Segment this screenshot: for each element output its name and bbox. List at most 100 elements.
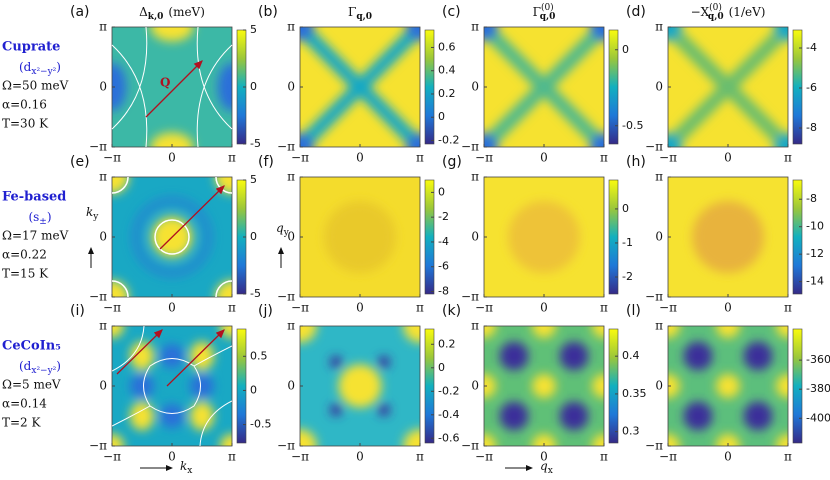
panel-label: (j) — [258, 303, 273, 319]
feature — [150, 132, 194, 147]
title-symbol: Δ — [139, 5, 148, 19]
colorbar — [792, 179, 803, 295]
feature — [692, 201, 764, 273]
heatmap-base — [112, 27, 232, 147]
axis-sub: x — [548, 466, 553, 476]
colorbar-tick-label: -12 — [806, 247, 824, 260]
x-tick-label: −π — [659, 450, 677, 464]
symmetry: (s±) — [28, 210, 51, 227]
x-tick-label: 0 — [724, 301, 732, 315]
heatmap-features — [668, 27, 788, 147]
colorbar-tick-label: 0 — [250, 383, 257, 396]
feature — [324, 201, 396, 273]
feature — [668, 133, 682, 147]
feature — [743, 341, 773, 371]
x-tick-label: 0 — [168, 450, 176, 464]
feature — [499, 401, 529, 431]
y-tick-label: 0 — [655, 230, 663, 244]
heatmap — [112, 27, 232, 147]
feature — [300, 429, 317, 446]
x-tick-label: π — [416, 301, 424, 315]
feature — [300, 133, 314, 147]
colorbar-tick-label: 0.4 — [438, 64, 456, 77]
title-unit: (meV) — [168, 5, 205, 19]
y-tick-label: 0 — [99, 379, 107, 393]
axis-symbol: k — [86, 205, 93, 219]
colorbar-tick-label: 0 — [622, 43, 629, 56]
colorbar-tick-label: -360 — [806, 353, 830, 366]
y-tick-label: π — [99, 170, 107, 184]
colorbar-tick-label: 0.6 — [438, 40, 456, 53]
feature — [559, 341, 589, 371]
feature — [484, 326, 496, 338]
heatmap — [484, 177, 604, 297]
x-tick-label: 0 — [356, 301, 364, 315]
feature — [338, 364, 382, 408]
x-tick-label: π — [228, 301, 236, 315]
feature — [130, 374, 154, 398]
axis-label: ky — [86, 205, 99, 222]
x-tick-label: π — [416, 151, 424, 165]
x-tick-label: 0 — [540, 450, 548, 464]
feature — [300, 27, 420, 147]
colorbar — [424, 179, 435, 295]
panel-label: (d) — [626, 4, 646, 20]
panel-label: (e) — [70, 154, 90, 170]
y-tick-label: π — [471, 170, 479, 184]
feature — [160, 404, 184, 428]
material: Fe-based — [2, 190, 66, 205]
title-sub: q,0 — [540, 12, 556, 22]
colorbar-tick-label: -14 — [806, 275, 824, 288]
feature — [406, 133, 420, 147]
feature — [484, 133, 498, 147]
y-tick-label: π — [99, 20, 107, 34]
colorbar-tick-label: 0.4 — [622, 349, 640, 362]
x-tick-label: −π — [475, 151, 493, 165]
colorbar-tick-label: -0.5 — [250, 418, 271, 431]
y-tick-label: −π — [645, 140, 663, 154]
heatmap-features — [508, 201, 580, 273]
feature — [683, 341, 713, 371]
feature — [160, 344, 184, 368]
feature — [403, 429, 420, 446]
feature — [112, 63, 127, 111]
feature — [484, 434, 496, 446]
y-tick-label: −π — [277, 439, 295, 453]
feature — [743, 401, 773, 431]
x-tick-label: π — [784, 301, 792, 315]
axis-sub: y — [283, 228, 290, 238]
axis-label: kx — [180, 459, 192, 476]
title-sup: (0) — [709, 2, 722, 13]
y-tick-label: 0 — [655, 80, 663, 94]
y-tick-label: −π — [645, 439, 663, 453]
colorbar-tick-label: 0.5 — [250, 349, 268, 362]
colorbar-tick-label: -1 — [622, 236, 633, 249]
feature — [378, 404, 390, 416]
column-title: Δk,0 (meV) — [139, 5, 205, 22]
parameter: Ω=5 meV — [2, 378, 61, 392]
feature — [532, 326, 556, 338]
feature — [592, 326, 604, 338]
y-tick-label: 0 — [471, 230, 479, 244]
y-tick-label: π — [655, 20, 663, 34]
sym-prefix: (d — [19, 60, 32, 74]
y-tick-label: −π — [277, 290, 295, 304]
heatmap — [300, 177, 420, 297]
colorbar-tick-label: 0 — [250, 230, 257, 243]
sym-suffix: ) — [56, 359, 61, 373]
sym-sub: x²−y² — [31, 67, 56, 77]
y-tick-label: −π — [461, 439, 479, 453]
heatmap-features — [300, 326, 420, 446]
y-tick-label: 0 — [99, 230, 107, 244]
symmetry: (dx²−y²) — [19, 60, 61, 77]
feature — [190, 374, 214, 398]
y-tick-label: π — [287, 170, 295, 184]
x-tick-label: π — [600, 151, 608, 165]
x-tick-label: π — [784, 151, 792, 165]
axis-symbol: q — [276, 221, 284, 235]
colorbar-tick-label: 0 — [438, 110, 445, 123]
y-tick-label: 0 — [287, 230, 295, 244]
feature — [499, 341, 529, 371]
feature — [130, 401, 154, 431]
